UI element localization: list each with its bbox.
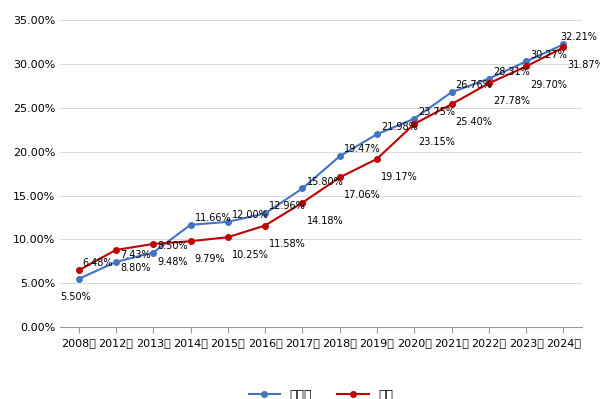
福建省 (187, 222, 194, 227)
福建省 (112, 260, 119, 265)
Text: 9.79%: 9.79% (194, 254, 225, 264)
福建省 (485, 76, 493, 81)
Line: 福建省: 福建省 (76, 41, 566, 282)
Text: 17.06%: 17.06% (344, 190, 380, 200)
Text: 10.25%: 10.25% (232, 250, 269, 260)
Text: 12.96%: 12.96% (269, 201, 306, 211)
福建省 (336, 154, 343, 159)
Text: 32.21%: 32.21% (560, 32, 598, 43)
福建省 (149, 250, 157, 255)
福建省 (75, 277, 82, 281)
Text: 5.50%: 5.50% (61, 292, 91, 302)
全国 (485, 81, 493, 86)
Text: 19.47%: 19.47% (344, 144, 380, 154)
福建省 (560, 42, 567, 47)
全国 (448, 102, 455, 107)
全国 (149, 241, 157, 246)
福建省 (262, 211, 269, 216)
全国 (560, 45, 567, 50)
Text: 9.48%: 9.48% (157, 257, 188, 267)
全国 (523, 64, 530, 69)
Text: 27.78%: 27.78% (493, 97, 530, 107)
Text: 23.15%: 23.15% (418, 137, 455, 147)
Text: 31.87%: 31.87% (568, 61, 600, 71)
Text: 11.66%: 11.66% (194, 213, 231, 223)
福建省 (224, 219, 232, 224)
福建省 (373, 132, 380, 136)
Text: 26.76%: 26.76% (455, 80, 493, 90)
全国 (373, 156, 380, 161)
Text: 14.18%: 14.18% (307, 216, 343, 226)
全国 (187, 239, 194, 244)
Text: 11.58%: 11.58% (269, 239, 306, 249)
福建省 (448, 90, 455, 95)
福建省 (523, 59, 530, 64)
Text: 12.00%: 12.00% (232, 210, 269, 220)
Text: 25.40%: 25.40% (455, 117, 493, 127)
Text: 19.17%: 19.17% (381, 172, 418, 182)
全国 (410, 122, 418, 126)
Line: 全国: 全国 (76, 45, 566, 273)
全国 (75, 268, 82, 273)
Text: 6.48%: 6.48% (83, 259, 113, 269)
全国 (336, 175, 343, 180)
Legend: 福建省, 全国: 福建省, 全国 (244, 384, 398, 399)
全国 (224, 235, 232, 239)
全国 (262, 223, 269, 228)
福建省 (299, 186, 306, 191)
Text: 15.80%: 15.80% (307, 176, 343, 187)
Text: 21.98%: 21.98% (381, 122, 418, 132)
福建省 (410, 117, 418, 121)
Text: 8.80%: 8.80% (120, 263, 151, 273)
Text: 30.27%: 30.27% (530, 49, 567, 59)
Text: 8.50%: 8.50% (157, 241, 188, 251)
Text: 7.43%: 7.43% (120, 250, 151, 260)
Text: 29.70%: 29.70% (530, 79, 567, 89)
全国 (299, 200, 306, 205)
全国 (112, 247, 119, 252)
Text: 23.75%: 23.75% (418, 107, 455, 117)
Text: 28.31%: 28.31% (493, 67, 530, 77)
